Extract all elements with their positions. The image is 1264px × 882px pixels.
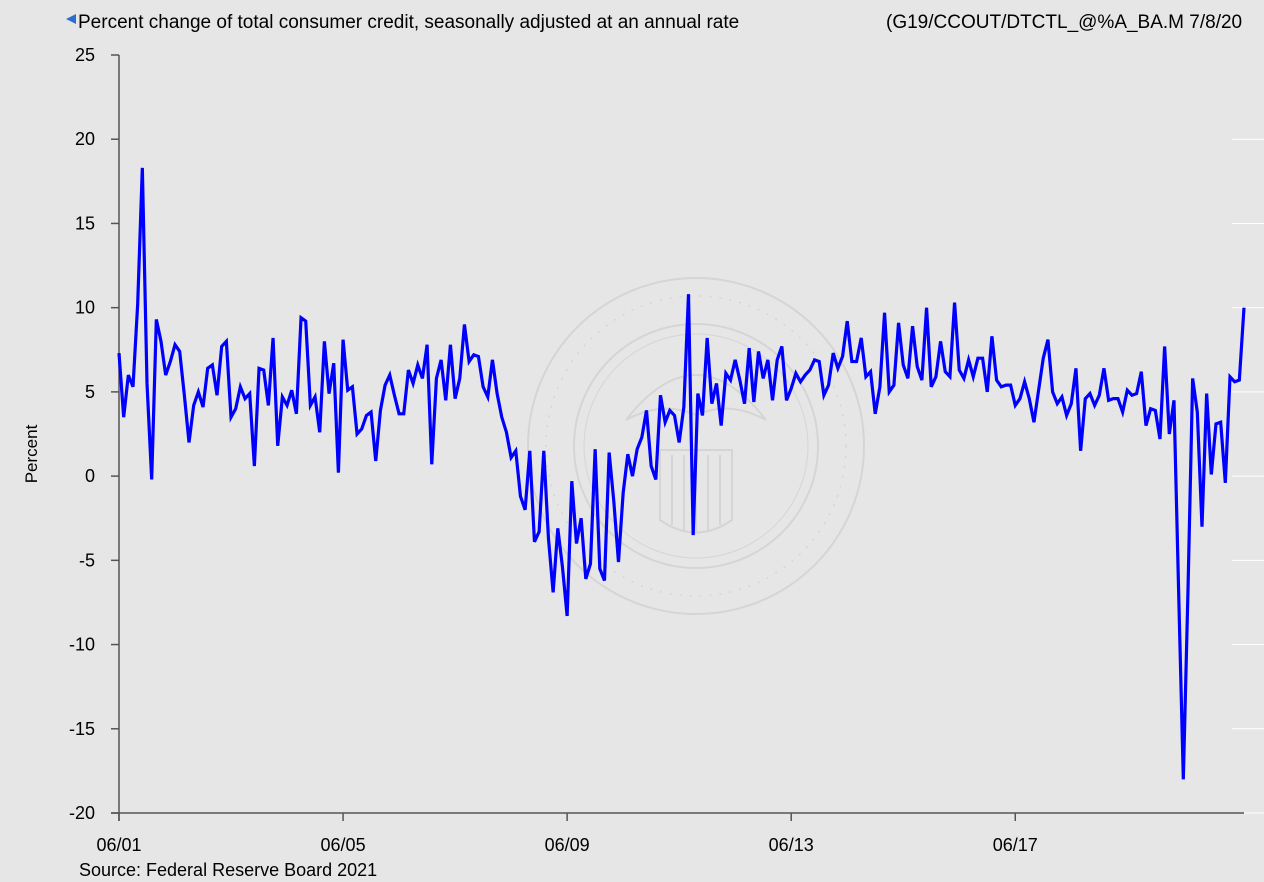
- y-tick-label: -10: [69, 635, 95, 655]
- x-tick-label: 06/13: [769, 835, 814, 855]
- x-tick-label: 06/01: [96, 835, 141, 855]
- y-tick-label: -5: [79, 550, 95, 570]
- y-tick-label: 10: [75, 298, 95, 318]
- y-tick-label: 25: [75, 45, 95, 65]
- source-note: Source: Federal Reserve Board 2021: [79, 860, 378, 880]
- x-tick-label: 06/05: [321, 835, 366, 855]
- chart-title: Percent change of total consumer credit,…: [78, 12, 740, 33]
- series-points: [118, 167, 1245, 780]
- chart-title-bar: Percent change of total consumer credit,…: [66, 12, 739, 34]
- series-line: [117, 167, 1246, 780]
- back-arrow-icon[interactable]: [66, 14, 76, 24]
- x-axis-ticks: 06/01 06/05 06/09 06/13 06/17: [96, 813, 1038, 855]
- y-tick-label: 0: [85, 466, 95, 486]
- series-code: (G19/CCOUT/DTCTL_@%A_BA.M 7/8/20: [886, 12, 1243, 33]
- y-tick-label: 5: [85, 382, 95, 402]
- x-tick-label: 06/09: [545, 835, 590, 855]
- y-tick-label: 20: [75, 129, 95, 149]
- x-tick-label: 06/17: [993, 835, 1038, 855]
- y-tick-label: -15: [69, 719, 95, 739]
- y-tick-label: -20: [69, 803, 95, 823]
- y-axis-ticks: 25 20 15 10 5 0 -5 -10 -15 -20: [69, 45, 1264, 823]
- y-tick-label: 15: [75, 213, 95, 233]
